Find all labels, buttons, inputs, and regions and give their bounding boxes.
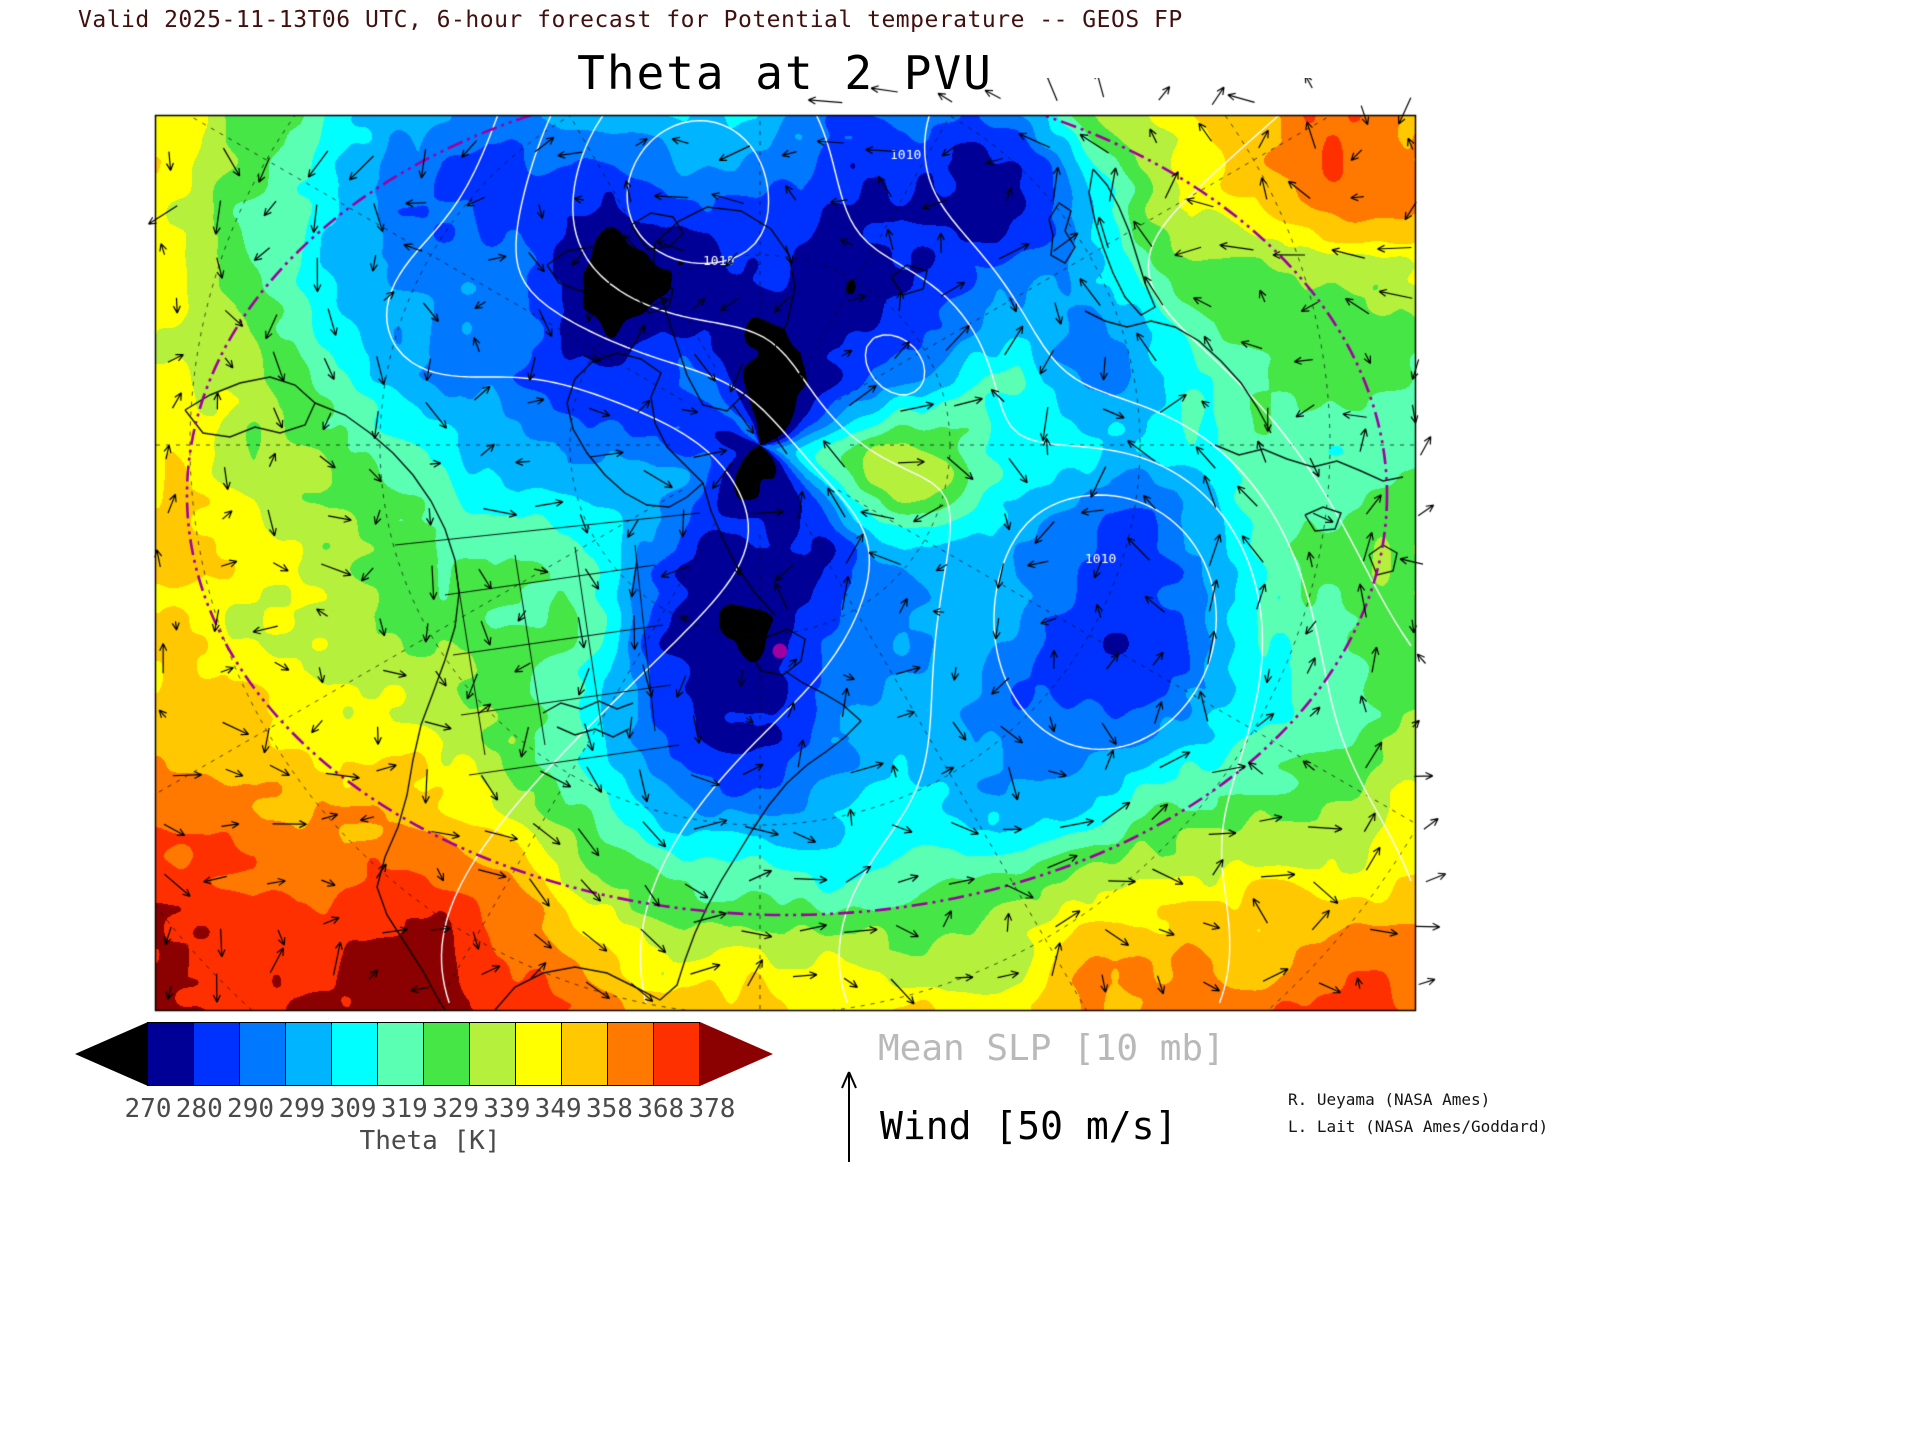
colorbar-tick-349: 349: [534, 1094, 582, 1124]
colorbar-segment-11: [653, 1022, 700, 1086]
credit-line-1: R. Ueyama (NASA Ames): [1288, 1090, 1491, 1109]
colorbar-segment-3: [285, 1022, 332, 1086]
colorbar-tick-319: 319: [380, 1094, 428, 1124]
colorbar-segment-4: [331, 1022, 378, 1086]
colorbar-segment-2: [239, 1022, 286, 1086]
colorbar-tick-270: 270: [124, 1094, 172, 1124]
colorbar-tick-339: 339: [483, 1094, 531, 1124]
colorbar-ticks: 270 280 290 299 309 319 329 339 349 358 368 378: [75, 1094, 815, 1130]
colorbar-segment-0: [147, 1022, 194, 1086]
colorbar-tick-290: 290: [227, 1094, 275, 1124]
slp-legend-label: Mean SLP [10 mb]: [878, 1028, 1225, 1069]
colorbar-over-arrow-icon: [700, 1022, 773, 1086]
theta-map-canvas: [120, 78, 1456, 1030]
wind-legend-label: Wind [50 m/s]: [880, 1104, 1178, 1148]
colorbar-segment-5: [377, 1022, 424, 1086]
colorbar-tick-358: 358: [585, 1094, 633, 1124]
colorbar-tick-368: 368: [637, 1094, 685, 1124]
credits: R. Ueyama (NASA Ames) L. Lait (NASA Ames…: [1288, 1086, 1548, 1140]
colorbar-segment-1: [193, 1022, 240, 1086]
colorbar-tick-299: 299: [278, 1094, 326, 1124]
colorbar-tick-280: 280: [175, 1094, 223, 1124]
colorbar-segment-7: [469, 1022, 516, 1086]
colorbar-segment-8: [515, 1022, 562, 1086]
colorbar-title: Theta [K]: [359, 1126, 501, 1156]
colorbar-under-arrow-icon: [75, 1022, 148, 1086]
colorbar-tick-329: 329: [432, 1094, 480, 1124]
credit-line-2: L. Lait (NASA Ames/Goddard): [1288, 1117, 1549, 1136]
colorbar-row: [75, 1022, 785, 1086]
colorbar-tick-309: 309: [329, 1094, 377, 1124]
wind-legend-arrow-icon: [841, 1071, 857, 1162]
colorbar-tick-378: 378: [688, 1094, 736, 1124]
colorbar-segment-9: [561, 1022, 608, 1086]
valid-time-header: Valid 2025-11-13T06 UTC, 6-hour forecast…: [78, 7, 1183, 33]
colorbar-segments: [147, 1022, 700, 1086]
colorbar-segment-6: [423, 1022, 470, 1086]
colorbar-segment-10: [607, 1022, 654, 1086]
colorbar: [75, 1022, 785, 1086]
